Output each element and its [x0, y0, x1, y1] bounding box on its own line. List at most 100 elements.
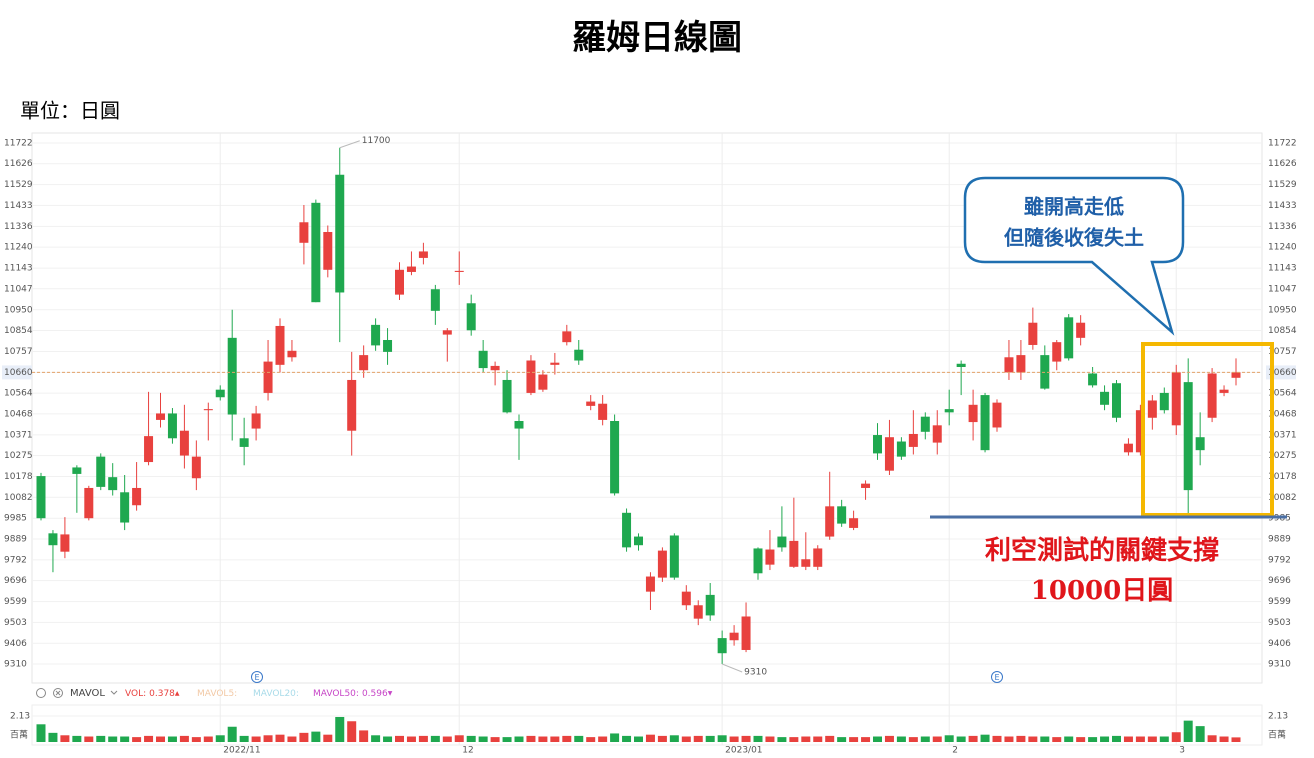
x-tick-label: 2023/01: [725, 746, 762, 756]
low-leader: [721, 663, 743, 673]
settings-icon[interactable]: [36, 688, 46, 698]
candle-body: [1040, 355, 1050, 389]
candle-body: [1207, 373, 1217, 418]
candle-body: [1219, 389, 1229, 393]
low-label: 9310: [744, 668, 767, 678]
candle-body: [442, 330, 452, 335]
close-icon-x: [55, 690, 61, 696]
y2-tick-label: 9310: [1268, 660, 1291, 670]
candle-body: [873, 435, 882, 454]
y2-tick-label: 11143: [1268, 264, 1297, 274]
candle-body: [1195, 437, 1205, 451]
volume-bar: [1147, 736, 1157, 742]
volume-unit: 百萬: [1268, 729, 1286, 741]
volume-bar: [1195, 726, 1205, 742]
volume-bar: [203, 736, 213, 742]
y-tick-label: 9503: [4, 618, 27, 628]
y-tick-label: 10275: [4, 451, 33, 461]
high-label: 11700: [362, 136, 391, 146]
y-tick-label: 11143: [4, 264, 33, 274]
candle-body: [932, 425, 942, 443]
volume-bar: [1004, 736, 1014, 742]
volume-bar: [1100, 736, 1110, 742]
candle-body: [418, 251, 428, 258]
volume-bar: [932, 736, 942, 742]
volume-bar: [36, 724, 46, 742]
volume-bar: [681, 736, 691, 742]
candle-body: [1088, 373, 1098, 386]
candle-body: [586, 401, 596, 406]
candle-body: [1135, 410, 1145, 453]
volume-bar: [1088, 737, 1098, 742]
candle-body: [813, 548, 823, 567]
volume-bar: [1207, 735, 1217, 742]
candle-body: [490, 365, 500, 371]
volume-bar: [813, 736, 823, 742]
volume-bar: [622, 735, 632, 742]
chart-title: 羅姆日線圖: [572, 18, 742, 58]
volume-bar: [598, 736, 608, 742]
indicator-name[interactable]: MAVOL: [70, 688, 105, 699]
volume-bar: [550, 736, 560, 742]
legend-name: MAVOL20:: [253, 689, 299, 699]
candle-body: [741, 616, 751, 650]
y2-tick-label: 10854: [1268, 326, 1297, 336]
volume-unit: 百萬: [10, 729, 28, 741]
candle-body: [1112, 383, 1121, 418]
volume-bar: [1076, 737, 1086, 742]
y-tick-label: 9310: [4, 660, 27, 670]
x-tick-label: 12: [462, 746, 473, 756]
legend-name: MAVOL50:: [313, 689, 359, 699]
candle-body: [275, 325, 285, 365]
candle-body: [108, 477, 118, 491]
volume-bar: [395, 735, 404, 742]
volume-bar: [191, 737, 201, 742]
y-tick-label: 10950: [4, 305, 33, 315]
volume-bar: [968, 735, 978, 742]
candle-body: [132, 487, 142, 506]
y2-tick-label: 10082: [1268, 493, 1297, 503]
candle-body: [753, 548, 763, 574]
volume-bar: [861, 737, 871, 742]
candle-body: [789, 540, 799, 567]
y2-tick-label: 11240: [1268, 243, 1297, 253]
close-icon[interactable]: [53, 688, 63, 698]
volume-bar: [48, 732, 58, 742]
candle-body: [1016, 355, 1026, 373]
y2-tick-label: 11529: [1268, 180, 1297, 190]
volume-bar: [120, 736, 130, 742]
candle-body: [729, 632, 739, 641]
candle-body: [311, 202, 321, 303]
indicator-dropdown[interactable]: [110, 690, 118, 695]
volume-bar: [849, 737, 859, 742]
candle-body: [622, 512, 632, 548]
candle-body: [406, 266, 416, 272]
callout-text: 雖開高走低: [1024, 195, 1124, 219]
volume-bar: [837, 737, 847, 742]
volume-bar: [741, 735, 751, 742]
candle-body: [36, 476, 46, 519]
volume-bar: [693, 735, 703, 742]
callout-text: 但隨後收復失土: [1004, 226, 1144, 250]
volume-bar: [156, 736, 165, 742]
volume-bar: [430, 735, 440, 742]
candle-body: [502, 379, 512, 413]
volume-bar: [920, 736, 930, 742]
y2-tick-label: 10468: [1268, 409, 1297, 419]
candle-body: [956, 363, 966, 367]
y2-tick-label: 9985: [1268, 514, 1291, 524]
volume-bar: [657, 735, 667, 742]
volume-bar: [72, 735, 82, 742]
candle-body: [263, 361, 273, 393]
last-price-label: 10660: [4, 368, 33, 378]
candle-body: [299, 222, 309, 243]
candle-body: [454, 270, 464, 272]
volume-bar: [765, 736, 775, 742]
volume-bar: [311, 731, 321, 742]
volume-bar: [287, 736, 297, 742]
candle-body: [1100, 391, 1110, 405]
high-leader: [339, 140, 360, 149]
volume-bar: [239, 735, 249, 742]
volume-bar: [179, 735, 189, 742]
candle-body: [538, 374, 548, 390]
